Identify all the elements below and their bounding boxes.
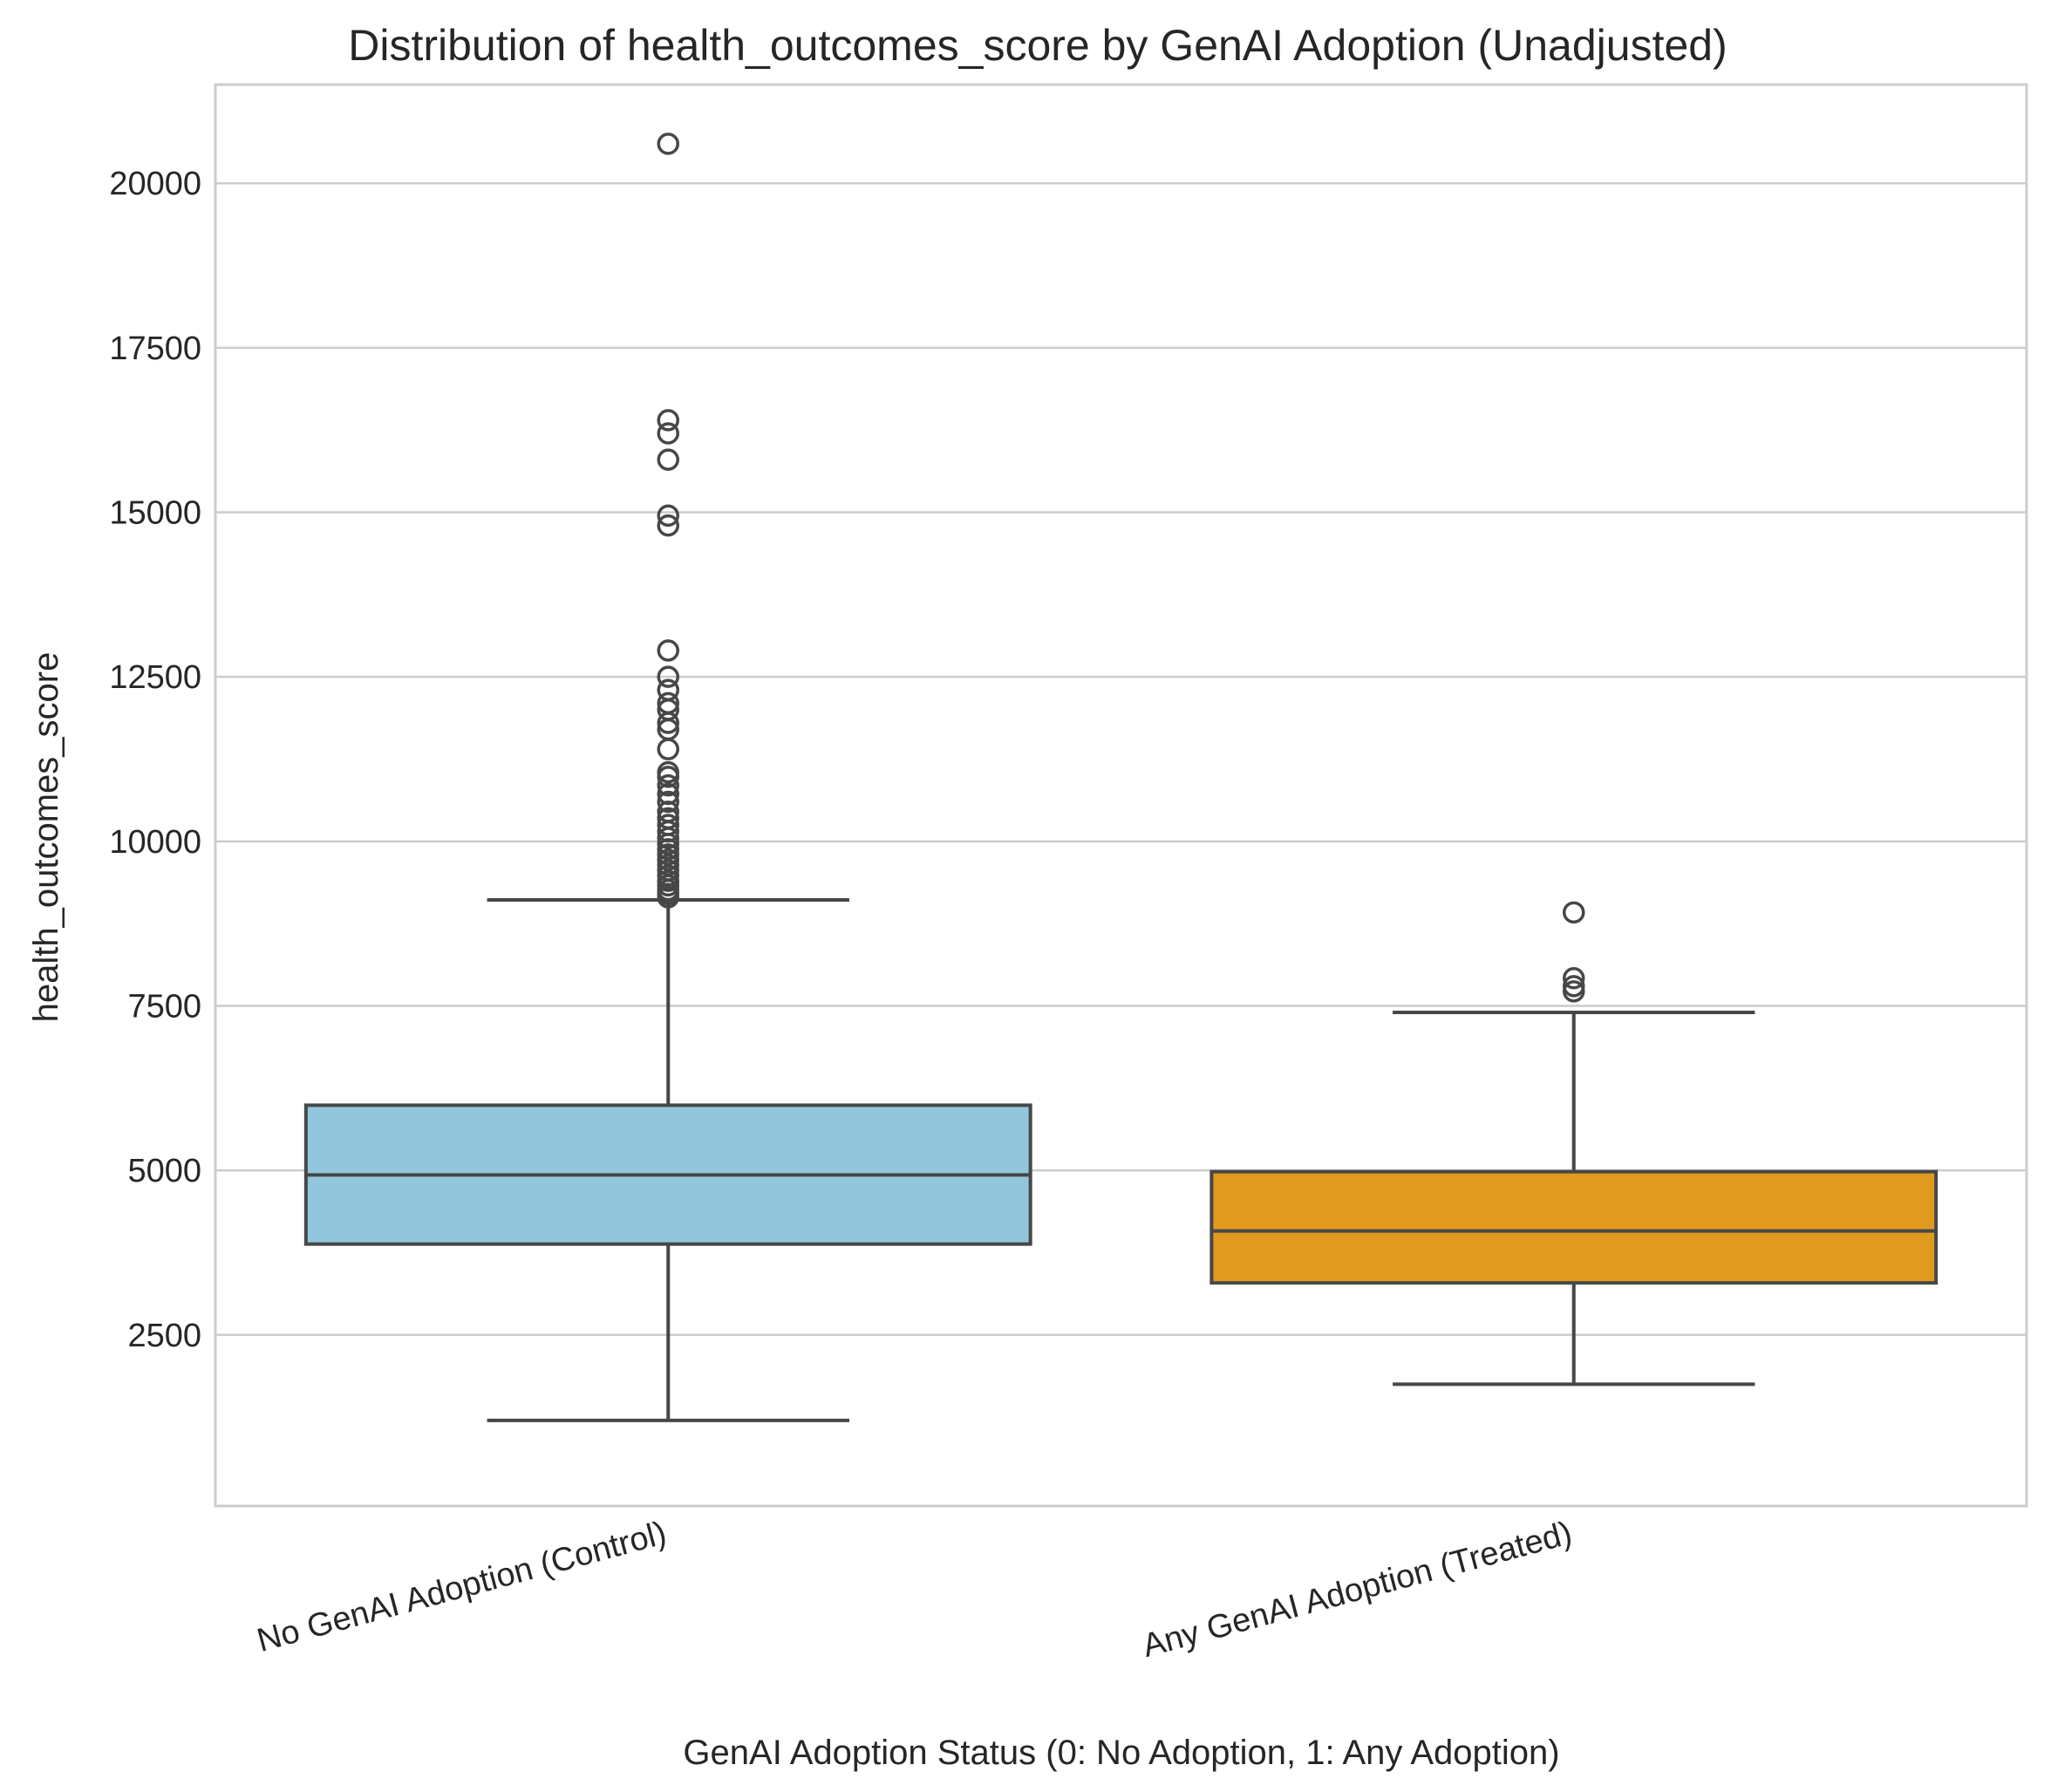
x-tick-label: No GenAI Adoption (Control) [253,1515,670,1659]
y-tick-labels: 2500 5000 7500 10000 12500 15000 17500 20000 [109,166,201,1354]
outlier-point [657,692,679,715]
boxes [303,133,1939,1422]
x-tick-label: Any GenAI Adoption (Treated) [1139,1515,1576,1665]
box-group [1209,901,1939,1387]
outlier-point [1563,975,1585,998]
outlier-point [657,807,679,830]
outlier-point [657,678,679,702]
y-tick-label: 10000 [109,824,201,861]
outlier-point [657,422,679,445]
outlier-point [657,790,679,814]
outlier-point [657,133,679,155]
outlier-point [657,504,679,528]
plot-frame [214,83,2028,1508]
outlier-point [657,639,679,662]
y-tick-label: 17500 [109,330,201,367]
y-tick-label: 7500 [127,988,201,1025]
outlier-point [657,773,679,797]
outlier-point [1563,967,1585,990]
y-tick-label: 20000 [109,166,201,202]
outlier-point [657,738,679,760]
y-tick-label: 12500 [109,659,201,696]
x-axis-label: GenAI Adoption Status (0: No Adoption, 1… [683,1734,1559,1772]
x-tick-labels: No GenAI Adoption (Control) Any GenAI Ado… [253,1515,1576,1665]
iqr-box [1209,1169,1939,1285]
y-axis-label: health_outcomes_score [27,652,65,1023]
outlier-point [1563,901,1585,924]
chart-title: Distribution of health_outcomes_score by… [348,21,1727,70]
y-tick-label: 2500 [127,1318,201,1354]
outlier-point [657,409,679,432]
box-group [303,133,1032,1422]
y-tick-label: 5000 [127,1153,201,1189]
outlier-point [657,782,679,806]
outlier-point [657,665,679,688]
y-tick-label: 15000 [109,495,201,532]
outlier-point [657,514,679,537]
outlier-point [657,760,679,784]
outlier-point [657,814,679,836]
outlier-point [657,448,679,471]
